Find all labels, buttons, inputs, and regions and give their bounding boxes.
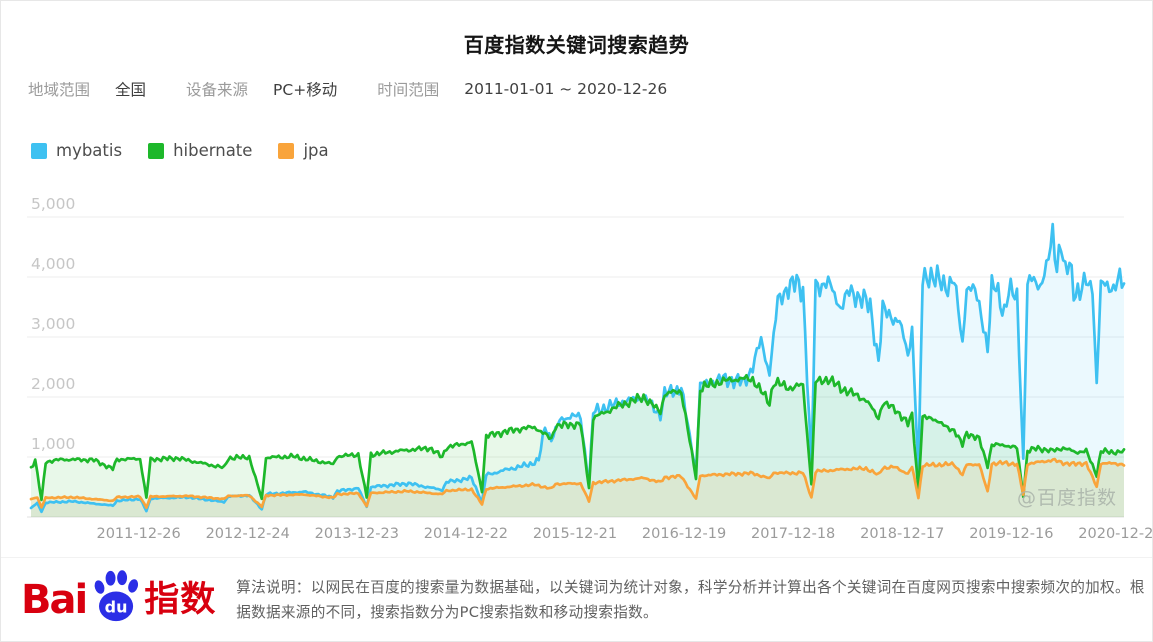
y-axis-label: 5,000 [31,195,76,213]
page-title: 百度指数关键词搜索趋势 [463,33,690,57]
hibernate-swatch-icon [148,142,165,159]
x-axis-label: 2012-12-24 [205,526,290,542]
logo-text-bai: Bai [21,577,88,623]
trend-chart[interactable]: @百度指数 1,000 2,000 3,000 4,000 5,000 2011-12-2… [1,191,1153,551]
x-axis-label: 2018-12-17 [860,526,945,542]
x-axis-label: 2011-12-26 [96,526,181,542]
filter-bar: 地域范围 全国 设备来源 PC+移动 时间范围 2011-01-01 ~ 202… [28,78,707,100]
x-axis-label: 2020-12-21 [1078,526,1153,542]
logo-text-zhishu: 指数 [144,579,217,620]
x-axis-label: 2016-12-19 [641,526,727,542]
chart-legend: mybatis hibernate jpa [31,141,355,160]
watermark: @百度指数 [1017,487,1118,509]
y-axis-label: 3,000 [31,315,76,333]
legend-label: mybatis [56,141,123,160]
y-axis-label: 2,000 [31,375,76,393]
region-filter-label: 地域范围 [28,81,91,99]
legend-item-hibernate[interactable]: hibernate [148,141,252,160]
legend-item-jpa[interactable]: jpa [278,141,329,160]
series-line-hibernate [29,373,1126,502]
x-axis-label: 2017-12-18 [751,526,836,542]
series-line-mybatis [29,222,1126,514]
trend-chart-plot[interactable] [1,191,1153,551]
region-filter-value: 全国 [115,81,147,99]
mybatis-swatch-icon [31,142,47,159]
algorithm-description: 算法说明：以网民在百度的搜索量为数据基础，以关键词为统计对象，科学分析并计算出各… [236,578,1145,622]
device-filter-label: 设备来源 [186,81,249,99]
legend-label: hibernate [173,141,253,160]
baidu-index-logo[interactable]: Bai du 指数 [21,569,217,631]
series-area-mybatis [31,224,1124,517]
series-area-hibernate [31,375,1124,517]
logo-text-du: du [105,597,128,616]
x-axis-label: 2014-12-22 [423,526,509,542]
legend-item-mybatis[interactable]: mybatis [31,141,122,160]
x-axis-label: 2019-12-16 [969,526,1054,542]
y-axis-label: 4,000 [31,255,76,273]
x-axis-label: 2015-12-21 [532,526,618,542]
x-axis-label: 2013-12-23 [314,526,399,542]
legend-label: jpa [303,141,329,160]
device-filter-value: PC+移动 [273,81,338,99]
baidu-paw-icon: du [94,569,139,621]
time-filter-label: 时间范围 [377,81,440,99]
y-axis-label: 1,000 [31,435,76,453]
jpa-swatch-icon [278,142,295,159]
series-line-jpa [29,457,1126,510]
series-area-jpa [31,459,1124,517]
footer: Bai du 指数 算法说明：以网民在百度的搜索量为数据基础，以关键词为统计对象… [1,557,1152,641]
time-filter-value: 2011-01-01 ~ 2020-12-26 [464,80,668,98]
